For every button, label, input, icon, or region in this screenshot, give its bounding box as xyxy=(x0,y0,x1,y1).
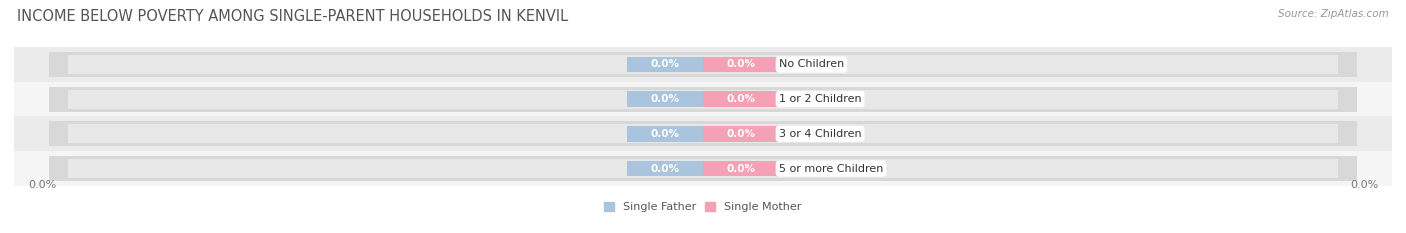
Legend: Single Father, Single Mother: Single Father, Single Mother xyxy=(605,202,801,212)
Text: Source: ZipAtlas.com: Source: ZipAtlas.com xyxy=(1278,9,1389,19)
Text: 0.0%: 0.0% xyxy=(727,164,755,174)
Bar xyxy=(14,116,1392,151)
Bar xyxy=(627,57,703,72)
Bar xyxy=(48,121,1358,146)
Text: 0.0%: 0.0% xyxy=(28,180,56,190)
Bar xyxy=(67,55,1339,74)
Text: 0.0%: 0.0% xyxy=(727,59,755,69)
Text: 0.0%: 0.0% xyxy=(651,59,679,69)
Bar xyxy=(627,91,703,107)
Text: 0.0%: 0.0% xyxy=(651,129,679,139)
Bar xyxy=(67,124,1339,143)
Bar xyxy=(14,151,1392,186)
Bar xyxy=(703,126,779,142)
Bar xyxy=(14,47,1392,82)
Bar xyxy=(14,82,1392,116)
Text: 1 or 2 Children: 1 or 2 Children xyxy=(779,94,862,104)
Text: 0.0%: 0.0% xyxy=(727,94,755,104)
Bar xyxy=(48,87,1358,112)
Bar xyxy=(627,126,703,142)
Bar xyxy=(703,91,779,107)
Text: 5 or more Children: 5 or more Children xyxy=(779,164,883,174)
Text: No Children: No Children xyxy=(779,59,844,69)
Text: 0.0%: 0.0% xyxy=(651,164,679,174)
Bar xyxy=(67,90,1339,109)
Bar xyxy=(67,159,1339,178)
Text: INCOME BELOW POVERTY AMONG SINGLE-PARENT HOUSEHOLDS IN KENVIL: INCOME BELOW POVERTY AMONG SINGLE-PARENT… xyxy=(17,9,568,24)
Text: 0.0%: 0.0% xyxy=(651,94,679,104)
Text: 0.0%: 0.0% xyxy=(727,129,755,139)
Bar xyxy=(627,161,703,176)
Bar xyxy=(48,52,1358,77)
Text: 3 or 4 Children: 3 or 4 Children xyxy=(779,129,862,139)
Text: 0.0%: 0.0% xyxy=(1350,180,1378,190)
Bar xyxy=(703,57,779,72)
Bar xyxy=(48,156,1358,181)
Bar xyxy=(703,161,779,176)
